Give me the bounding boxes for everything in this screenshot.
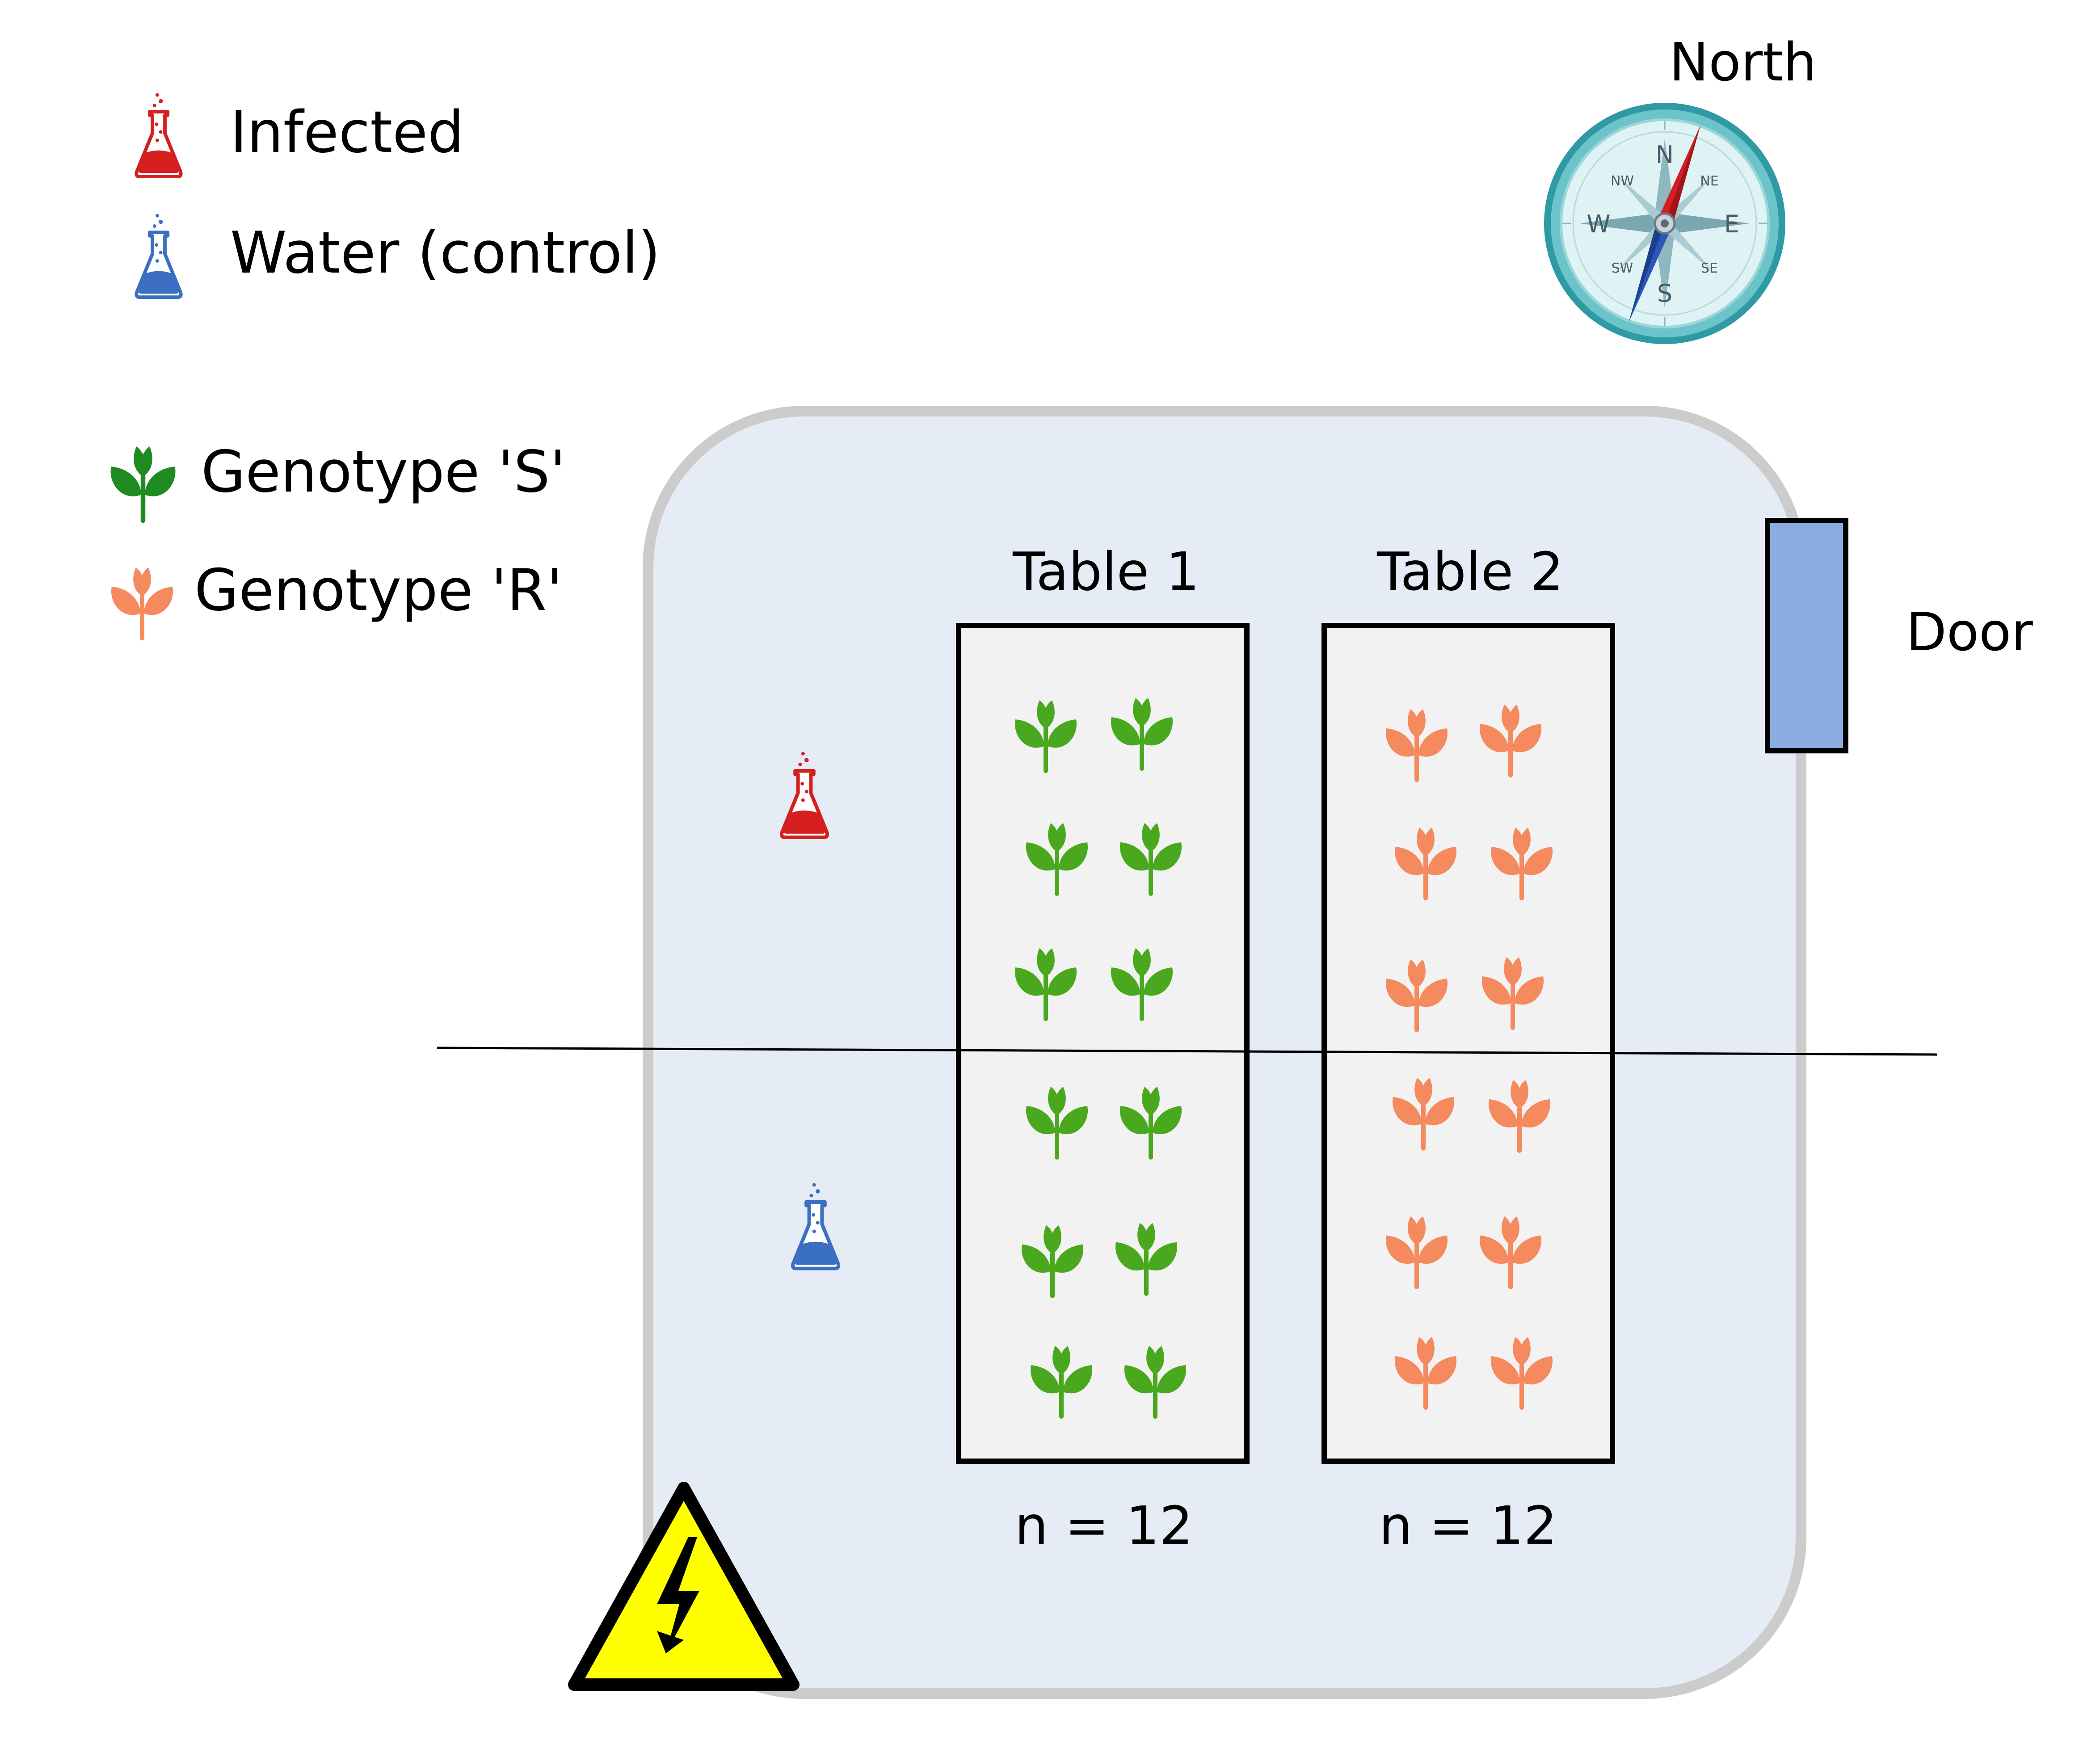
legend: Infected Water (control) Genotype 'S' Ge… xyxy=(111,93,661,638)
compass-icon: N E S W NE SE SW NW xyxy=(1544,103,1785,344)
compass-sw-letter: SW xyxy=(1612,261,1633,276)
legend-genotype-r-seedling-icon xyxy=(111,568,173,638)
compass-e-letter: E xyxy=(1724,210,1739,238)
compass-se-letter: SE xyxy=(1701,261,1718,276)
compass-s-letter: S xyxy=(1657,279,1672,307)
compass: North N E S xyxy=(1544,31,1817,344)
legend-genotype-s-seedling-icon xyxy=(111,446,176,521)
table-1-surface xyxy=(956,623,1250,1464)
legend-water-label: Water (control) xyxy=(230,220,661,286)
table-1: Table 1 n = 12 xyxy=(956,541,1250,1556)
compass-nw-letter: NW xyxy=(1611,173,1634,189)
table-2-count: n = 12 xyxy=(1379,1495,1557,1556)
legend-water-flask-icon xyxy=(136,214,181,297)
table-2-label: Table 2 xyxy=(1376,541,1564,602)
high-voltage-warning-icon xyxy=(568,1482,800,1691)
legend-infected-label: Infected xyxy=(230,99,464,166)
compass-n-letter: N xyxy=(1656,141,1674,169)
door xyxy=(1765,518,1848,753)
legend-genotype-r-label: Genotype 'R' xyxy=(194,557,562,624)
table-1-label: Table 1 xyxy=(1012,541,1199,602)
table-1-count: n = 12 xyxy=(1015,1495,1193,1556)
legend-infected-flask-icon xyxy=(136,93,181,177)
table-2-surface xyxy=(1321,623,1615,1464)
table-2: Table 2 n = 12 xyxy=(1321,541,1615,1556)
legend-genotype-s-label: Genotype 'S' xyxy=(201,439,566,505)
compass-north-label: North xyxy=(1669,31,1817,93)
compass-w-letter: W xyxy=(1587,210,1610,238)
compass-ne-letter: NE xyxy=(1700,173,1718,189)
treatment-divider-line xyxy=(437,1047,1938,1056)
door-label: Door xyxy=(1906,601,2033,663)
